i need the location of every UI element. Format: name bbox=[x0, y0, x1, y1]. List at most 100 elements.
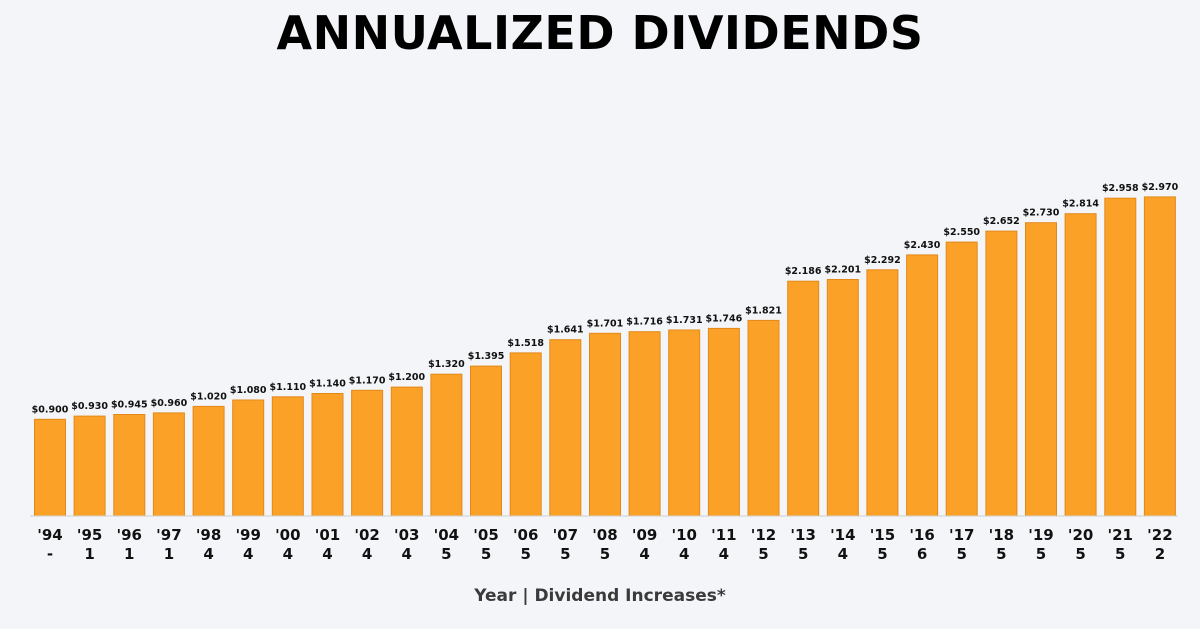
increase-label-21: 5 bbox=[877, 545, 887, 563]
value-labels-group: $0.900 $0.930 $0.945 $0.960$1.020$1.080 $1.1… bbox=[32, 182, 1179, 415]
increase-label-14: 5 bbox=[600, 545, 610, 563]
bar-0 bbox=[34, 418, 66, 517]
x-tick-label-27: '21 bbox=[1108, 526, 1133, 544]
x-tick-label-17: '11 bbox=[711, 526, 736, 544]
x-tick-labels-group: '94 '95 '96 '97 '98 '99 '00 '01 '02 '03 '04 '05 '06 '… bbox=[37, 526, 1172, 544]
increase-label-8: 4 bbox=[362, 545, 372, 563]
increase-label-5: 4 bbox=[243, 545, 253, 563]
x-tick-label-1: '95 bbox=[77, 526, 102, 544]
bar-21 bbox=[866, 269, 899, 517]
value-label-4: $1.020 bbox=[190, 391, 227, 402]
value-label-14: $1.701 bbox=[587, 318, 624, 329]
x-tick-label-6: '00 bbox=[275, 526, 300, 544]
increase-label-11: 5 bbox=[481, 545, 491, 563]
bar-22 bbox=[906, 254, 939, 517]
x-tick-label-12: '06 bbox=[513, 526, 538, 544]
x-tick-label-15: '09 bbox=[632, 526, 657, 544]
x-tick-label-18: '12 bbox=[751, 526, 776, 544]
value-label-26: $2.814 bbox=[1062, 199, 1099, 210]
bar-8 bbox=[351, 389, 384, 517]
increase-label-0: - bbox=[47, 545, 53, 563]
value-label-8: $1.170 bbox=[349, 375, 386, 386]
value-label-15: $1.716 bbox=[626, 317, 663, 328]
value-label-24: $2.652 bbox=[983, 216, 1020, 227]
value-label-21: $2.292 bbox=[864, 255, 901, 266]
x-tick-label-0: '94 bbox=[37, 526, 62, 544]
bar-2 bbox=[113, 414, 146, 517]
increase-label-13: 5 bbox=[560, 545, 570, 563]
x-tick-label-14: '08 bbox=[592, 526, 617, 544]
increase-labels-group: - 1 1 1 4 4 4 4 4 4 5 5 5 5 5 4 4 4 5 5 4 5 6 5 5 5 5 5 2 bbox=[47, 545, 1165, 563]
increase-label-3: 1 bbox=[164, 545, 174, 563]
chart-title: ANNUALIZED DIVIDENDS bbox=[276, 6, 924, 60]
value-label-0: $0.900 bbox=[32, 404, 69, 415]
x-tick-label-21: '15 bbox=[870, 526, 895, 544]
bar-15 bbox=[628, 331, 661, 517]
x-tick-label-7: '01 bbox=[315, 526, 340, 544]
bar-1 bbox=[73, 415, 106, 517]
x-tick-label-22: '16 bbox=[909, 526, 934, 544]
increase-label-1: 1 bbox=[84, 545, 94, 563]
increase-label-9: 4 bbox=[402, 545, 412, 563]
value-label-11: $1.395 bbox=[468, 351, 505, 362]
value-label-19: $2.186 bbox=[785, 266, 822, 277]
x-tick-label-28: '22 bbox=[1147, 526, 1172, 544]
bar-16 bbox=[668, 329, 701, 517]
bar-6 bbox=[271, 396, 304, 517]
x-tick-label-2: '96 bbox=[117, 526, 142, 544]
value-label-12: $1.518 bbox=[507, 338, 544, 349]
bar-27 bbox=[1104, 197, 1137, 517]
value-label-23: $2.550 bbox=[943, 227, 980, 238]
increase-label-25: 5 bbox=[1036, 545, 1046, 563]
x-tick-label-23: '17 bbox=[949, 526, 974, 544]
x-tick-label-26: '20 bbox=[1068, 526, 1093, 544]
value-label-13: $1.641 bbox=[547, 325, 584, 336]
x-tick-label-5: '99 bbox=[235, 526, 260, 544]
value-label-25: $2.730 bbox=[1023, 208, 1060, 219]
x-tick-label-16: '10 bbox=[672, 526, 697, 544]
bar-18 bbox=[747, 319, 780, 517]
bars-group bbox=[34, 196, 1176, 517]
bar-20 bbox=[826, 279, 859, 517]
value-label-9: $1.200 bbox=[388, 372, 425, 383]
x-tick-label-10: '04 bbox=[434, 526, 459, 544]
bar-14 bbox=[589, 332, 621, 517]
x-tick-label-11: '05 bbox=[473, 526, 498, 544]
increase-label-15: 4 bbox=[639, 545, 649, 563]
value-label-17: $1.746 bbox=[706, 313, 743, 324]
value-label-5: $1.080 bbox=[230, 385, 267, 396]
increase-label-10: 5 bbox=[441, 545, 451, 563]
increase-label-22: 6 bbox=[917, 545, 927, 563]
x-tick-label-25: '19 bbox=[1028, 526, 1053, 544]
increase-label-16: 4 bbox=[679, 545, 689, 563]
increase-label-18: 5 bbox=[758, 545, 768, 563]
x-tick-label-9: '03 bbox=[394, 526, 419, 544]
value-label-6: $1.110 bbox=[270, 382, 307, 393]
increase-label-19: 5 bbox=[798, 545, 808, 563]
value-label-27: $2.958 bbox=[1102, 183, 1139, 194]
x-tick-label-4: '98 bbox=[196, 526, 221, 544]
increase-label-12: 5 bbox=[520, 545, 530, 563]
bar-28 bbox=[1143, 196, 1176, 517]
x-axis-label: Year | Dividend Increases* bbox=[474, 586, 726, 606]
x-tick-label-19: '13 bbox=[790, 526, 815, 544]
increase-label-23: 5 bbox=[957, 545, 967, 563]
x-tick-label-8: '02 bbox=[354, 526, 379, 544]
bar-24 bbox=[985, 230, 1018, 517]
increase-label-27: 5 bbox=[1115, 545, 1125, 563]
x-tick-label-24: '18 bbox=[989, 526, 1014, 544]
bar-9 bbox=[390, 386, 423, 517]
x-tick-label-3: '97 bbox=[156, 526, 181, 544]
x-tick-label-13: '07 bbox=[553, 526, 578, 544]
value-label-18: $1.821 bbox=[745, 305, 782, 316]
bar-12 bbox=[509, 352, 542, 517]
value-label-3: $0.960 bbox=[151, 398, 188, 409]
value-label-16: $1.731 bbox=[666, 315, 703, 326]
bar-11 bbox=[470, 365, 502, 517]
bar-25 bbox=[1025, 222, 1057, 517]
value-label-1: $0.930 bbox=[71, 401, 108, 412]
value-label-20: $2.201 bbox=[824, 265, 861, 276]
bar-26 bbox=[1064, 213, 1097, 517]
bar-10 bbox=[430, 373, 463, 517]
